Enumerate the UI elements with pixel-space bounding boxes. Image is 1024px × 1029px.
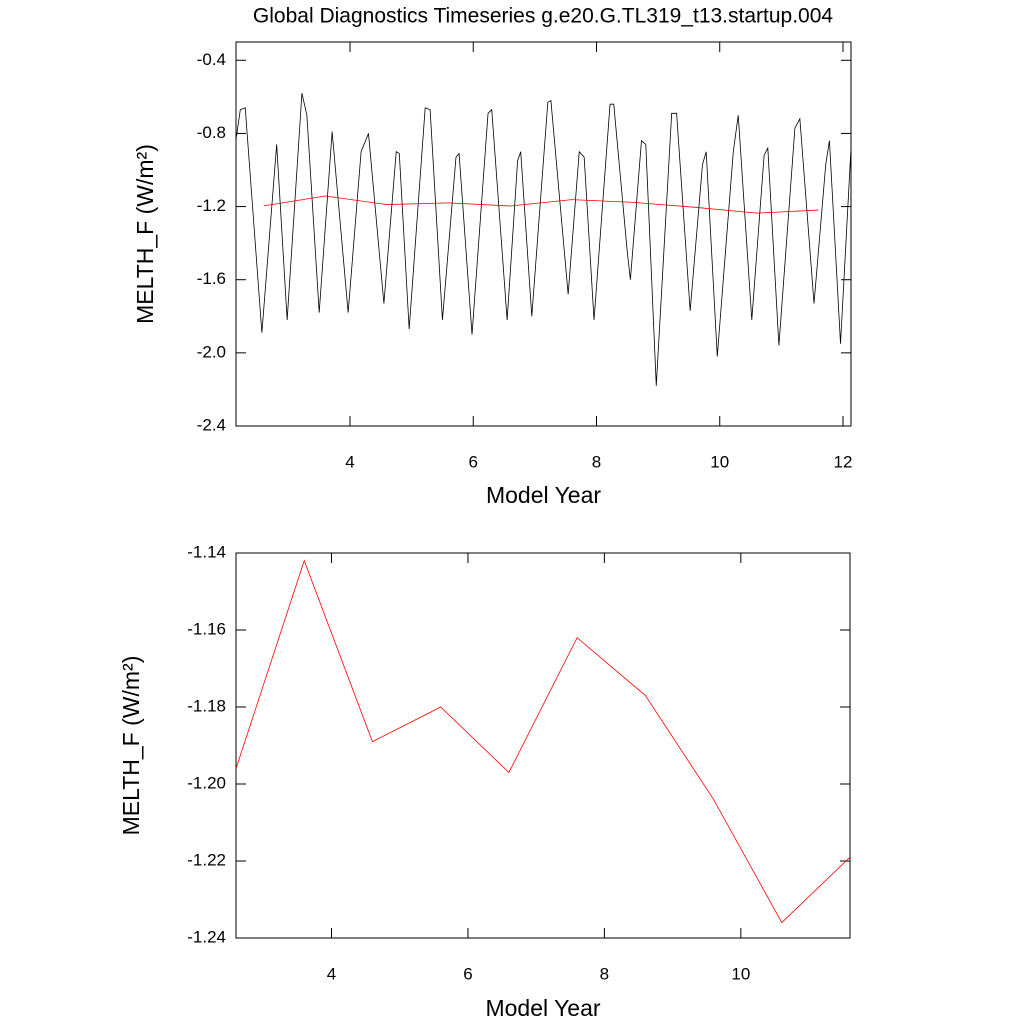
x-tick-label: 4 [345,452,354,471]
x-axis-title: Model Year [485,995,600,1021]
data-line [236,559,850,924]
x-tick-label: 8 [600,964,609,983]
plot-frame [235,41,852,427]
y-tick-label: -1.16 [187,619,226,638]
y-axis-title: MELTH_F (W/m²) [132,144,158,324]
data-line [263,195,819,214]
plot-frame [235,552,851,939]
x-tick-label: 6 [469,452,478,471]
x-tick-label: 12 [834,452,853,471]
x-tick-label: 4 [327,964,336,983]
data-line [236,93,851,386]
y-axis-title: MELTH_F (W/m²) [118,656,144,836]
y-tick-label: -1.14 [187,542,226,561]
y-tick-label: -1.6 [197,269,226,288]
y-tick-label: -1.22 [187,850,226,869]
y-tick-label: -1.24 [187,927,226,946]
y-tick-label: -2.4 [197,415,226,434]
x-tick-label: 10 [710,452,729,471]
y-tick-label: -1.18 [187,696,226,715]
y-tick-label: -1.2 [197,196,226,215]
x-tick-label: 6 [463,964,472,983]
y-tick-label: -0.8 [197,123,226,142]
x-axis-title: Model Year [486,482,601,508]
x-tick-label: 8 [592,452,601,471]
y-tick-label: -0.4 [197,50,226,69]
y-tick-label: -2.0 [197,342,226,361]
y-tick-label: -1.20 [187,773,226,792]
chart-title: Global Diagnostics Timeseries g.e20.G.TL… [253,5,833,28]
x-tick-label: 10 [731,964,750,983]
